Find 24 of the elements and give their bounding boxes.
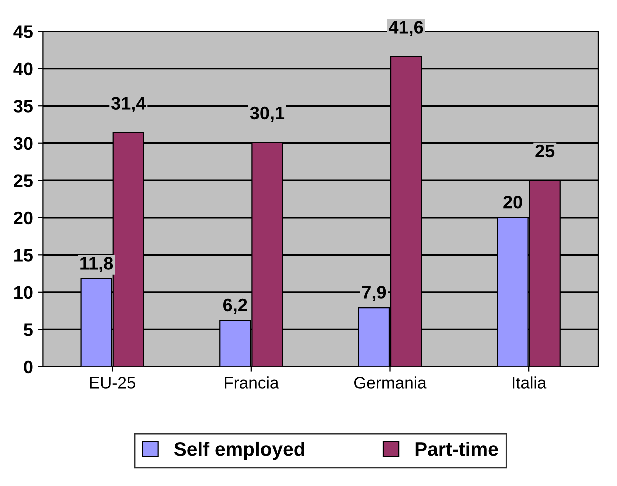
legend-label: Part-time bbox=[416, 442, 498, 456]
data-label: 31,4 bbox=[111, 97, 146, 113]
data-label: 6,2 bbox=[224, 298, 248, 314]
y-tick-label: 25 bbox=[14, 174, 33, 188]
y-tick-label: 45 bbox=[14, 26, 33, 38]
x-tick-label: Italia bbox=[513, 376, 547, 389]
x-tick-label: Germania bbox=[354, 376, 427, 389]
y-tick-label: 15 bbox=[14, 249, 33, 262]
data-label: 25 bbox=[536, 144, 555, 158]
y-tick-label: 10 bbox=[14, 286, 33, 300]
data-label: 20 bbox=[504, 196, 522, 209]
y-tick-label: 35 bbox=[14, 100, 33, 113]
x-tick-label: Francia bbox=[225, 376, 280, 389]
y-tick-label: 30 bbox=[14, 137, 33, 150]
y-tick-label: 20 bbox=[14, 212, 33, 225]
data-label: 7,9 bbox=[362, 286, 386, 302]
data-label: 11,8 bbox=[80, 257, 114, 272]
data-label: 41,6 bbox=[388, 21, 424, 37]
y-tick-label: 5 bbox=[24, 324, 33, 336]
y-tick-label: 40 bbox=[14, 62, 33, 76]
legend-label: Self employed bbox=[174, 442, 304, 460]
y-tick-label: 0 bbox=[24, 360, 33, 374]
x-tick-label: EU-25 bbox=[90, 377, 136, 389]
data-label: 30,1 bbox=[250, 106, 285, 122]
